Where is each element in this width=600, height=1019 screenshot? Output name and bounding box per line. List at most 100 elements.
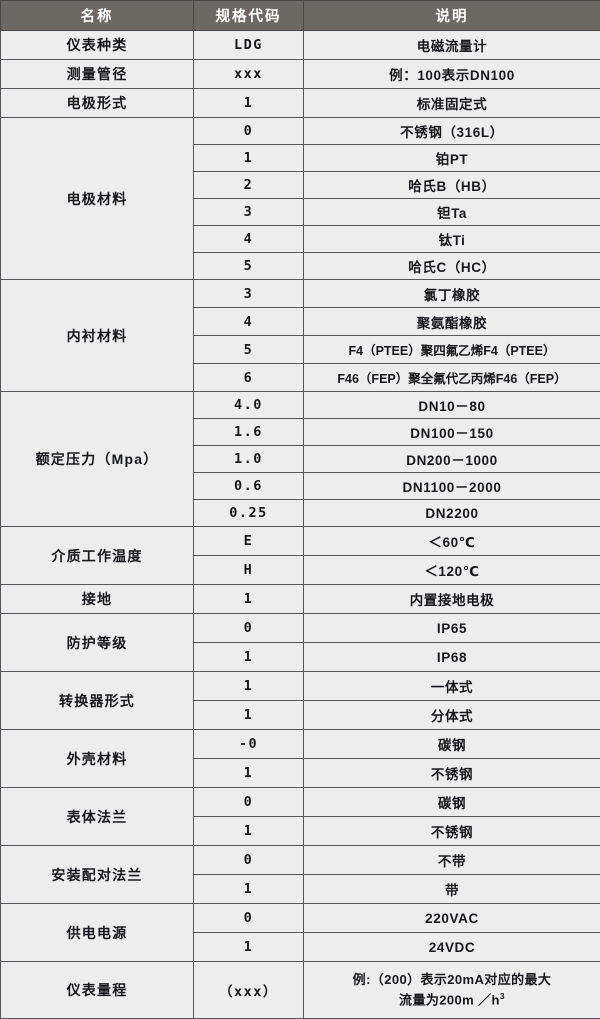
- table-row: 电极材料 0 不锈钢（316L）: [1, 118, 600, 145]
- code-cell: 0: [194, 846, 304, 875]
- description-cell: 一体式: [304, 672, 600, 701]
- table-row: 介质工作温度 E ＜60℃: [1, 527, 600, 556]
- description-line-1: 例:（200）表示20mA对应的最大: [304, 970, 600, 990]
- column-header-code: 规格代码: [194, 1, 304, 31]
- table-row: 仪表量程 （xxx） 例:（200）表示20mA对应的最大 流量为200m ／h…: [1, 962, 600, 1019]
- code-cell: 3: [194, 280, 304, 308]
- table-header: 名称 规格代码 说明: [1, 1, 600, 31]
- table-row: 测量管径 xxx 例：100表示DN100: [1, 60, 600, 89]
- code-cell: 6: [194, 364, 304, 392]
- description-cell: DN10－80: [304, 392, 600, 419]
- description-cell: 带: [304, 875, 600, 904]
- description-line-2-text: 流量为200m ／h: [399, 992, 500, 1007]
- code-cell: 1: [194, 701, 304, 730]
- code-cell: 1: [194, 145, 304, 172]
- group-name-cell: 额定压力（Mpa）: [1, 392, 194, 527]
- description-cell: IP68: [304, 643, 600, 672]
- description-cell: IP65: [304, 614, 600, 643]
- code-cell: 0.25: [194, 500, 304, 527]
- table-row: 外壳材料 -0 碳钢: [1, 730, 600, 759]
- description-cell: 标准固定式: [304, 89, 600, 118]
- code-cell: 2: [194, 172, 304, 199]
- group-name-cell: 仪表种类: [1, 31, 194, 60]
- description-cell: 不锈钢: [304, 759, 600, 788]
- description-cell: ＜60℃: [304, 527, 600, 556]
- description-cell: 哈氏C（HC）: [304, 253, 600, 280]
- description-cell: 不带: [304, 846, 600, 875]
- group-name-cell: 电极材料: [1, 118, 194, 280]
- group-name-cell: 电极形式: [1, 89, 194, 118]
- description-cell: 24VDC: [304, 933, 600, 962]
- code-cell: 0: [194, 614, 304, 643]
- code-cell: H: [194, 556, 304, 585]
- description-line-2: 流量为200m ／h3: [304, 990, 600, 1010]
- table-row: 供电电源 0 220VAC: [1, 904, 600, 933]
- group-name-cell: 供电电源: [1, 904, 194, 962]
- description-cell: 钛Ti: [304, 226, 600, 253]
- group-name-cell: 测量管径: [1, 60, 194, 89]
- code-cell: 1: [194, 585, 304, 614]
- code-cell: 0: [194, 118, 304, 145]
- code-cell: 1: [194, 672, 304, 701]
- description-cell: F46（FEP）聚全氟代乙丙烯F46（FEP）: [304, 364, 600, 392]
- code-cell: 4: [194, 226, 304, 253]
- description-cell: DN200－1000: [304, 446, 600, 473]
- description-cell: 分体式: [304, 701, 600, 730]
- table-row: 接地 1 内置接地电极: [1, 585, 600, 614]
- code-cell: 1: [194, 875, 304, 904]
- code-cell: 0: [194, 788, 304, 817]
- description-cell: 氯丁橡胶: [304, 280, 600, 308]
- column-header-description: 说明: [304, 1, 600, 31]
- code-cell: LDG: [194, 31, 304, 60]
- table-row: 额定压力（Mpa） 4.0 DN10－80: [1, 392, 600, 419]
- description-cell: 例：100表示DN100: [304, 60, 600, 89]
- code-cell: 3: [194, 199, 304, 226]
- code-cell: 5: [194, 336, 304, 364]
- code-cell: 1.0: [194, 446, 304, 473]
- code-cell: 5: [194, 253, 304, 280]
- description-cell: 哈氏B（HB）: [304, 172, 600, 199]
- description-cell: 例:（200）表示20mA对应的最大 流量为200m ／h3: [304, 962, 600, 1019]
- table-row: 防护等级 0 IP65: [1, 614, 600, 643]
- header-row: 名称 规格代码 说明: [1, 1, 600, 31]
- code-cell: 1: [194, 643, 304, 672]
- description-cell: 电磁流量计: [304, 31, 600, 60]
- description-cell: 碳钢: [304, 788, 600, 817]
- table-row: 安装配对法兰 0 不带: [1, 846, 600, 875]
- column-header-name: 名称: [1, 1, 194, 31]
- table-body: 仪表种类 LDG 电磁流量计 测量管径 xxx 例：100表示DN100 电极形…: [1, 31, 600, 1019]
- description-cell: DN100－150: [304, 419, 600, 446]
- table-row: 表体法兰 0 碳钢: [1, 788, 600, 817]
- description-cell: 铂PT: [304, 145, 600, 172]
- code-cell: 1: [194, 89, 304, 118]
- code-cell: 4: [194, 308, 304, 336]
- description-cell: 不锈钢: [304, 817, 600, 846]
- description-cell: 220VAC: [304, 904, 600, 933]
- code-cell: xxx: [194, 60, 304, 89]
- description-cell: 钽Ta: [304, 199, 600, 226]
- description-cell: DN2200: [304, 500, 600, 527]
- group-name-cell: 外壳材料: [1, 730, 194, 788]
- description-cell: ＜120℃: [304, 556, 600, 585]
- description-cell: DN1100－2000: [304, 473, 600, 500]
- code-cell: 4.0: [194, 392, 304, 419]
- code-cell: 1: [194, 933, 304, 962]
- description-cell: 碳钢: [304, 730, 600, 759]
- group-name-cell: 仪表量程: [1, 962, 194, 1019]
- group-name-cell: 接地: [1, 585, 194, 614]
- description-cell: F4（PTEE）聚四氟乙烯F4（PTEE）: [304, 336, 600, 364]
- code-cell: E: [194, 527, 304, 556]
- description-cell: 内置接地电极: [304, 585, 600, 614]
- table-row: 仪表种类 LDG 电磁流量计: [1, 31, 600, 60]
- group-name-cell: 介质工作温度: [1, 527, 194, 585]
- code-cell: （xxx）: [194, 962, 304, 1019]
- code-cell: 0.6: [194, 473, 304, 500]
- group-name-cell: 表体法兰: [1, 788, 194, 846]
- code-cell: 0: [194, 904, 304, 933]
- code-cell: -0: [194, 730, 304, 759]
- group-name-cell: 内衬材料: [1, 280, 194, 392]
- code-cell: 1: [194, 759, 304, 788]
- group-name-cell: 防护等级: [1, 614, 194, 672]
- table-row: 内衬材料 3 氯丁橡胶: [1, 280, 600, 308]
